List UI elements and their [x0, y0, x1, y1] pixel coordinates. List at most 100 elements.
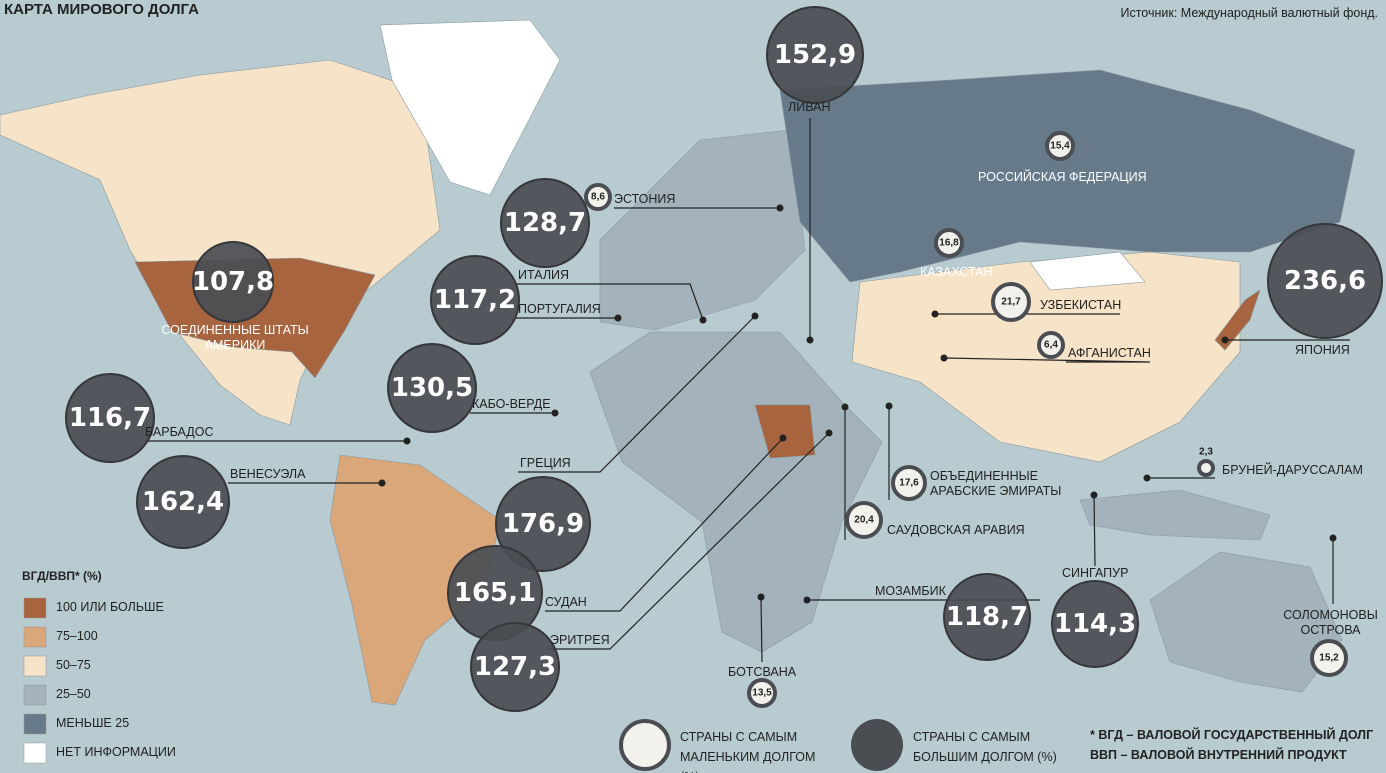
country-label: БОТСВАНА: [728, 665, 797, 679]
country-label: ГРЕЦИЯ: [520, 456, 571, 470]
country-label: ЯПОНИЯ: [1295, 343, 1350, 357]
leader-dot: [940, 354, 948, 362]
debt-circle: [430, 255, 520, 345]
debt-value: 17,6: [899, 478, 919, 489]
leader-line: [518, 315, 756, 473]
leader-dot: [885, 402, 893, 410]
debt-value: 127,3: [474, 652, 556, 682]
legend-title: ВГД/ВВП* (%): [22, 569, 102, 583]
north-america: [0, 59, 441, 426]
leader-dot: [1329, 534, 1337, 542]
leader-dot: [806, 336, 814, 344]
legend-high-circle: [851, 719, 903, 771]
legend-label: 100 ИЛИ БОЛЬШЕ: [56, 600, 164, 614]
debt-value: 116,7: [69, 403, 151, 433]
debt-value: 165,1: [454, 578, 536, 608]
debt-circle: [1267, 223, 1383, 339]
leader-dot: [1221, 336, 1229, 344]
debt-circle: [1197, 459, 1215, 477]
country-label: БРУНЕЙ-ДАРУССАЛАМ: [1222, 463, 1363, 477]
footnote: * ВГД – ВАЛОВОЙ ГОСУДАРСТВЕННЫЙ ДОЛГ: [1090, 728, 1374, 742]
legend-swatch: [23, 684, 47, 706]
debt-circle: [65, 373, 155, 463]
europe: [599, 129, 806, 331]
russia: [779, 69, 1356, 283]
country-label: ВЕНЕСУЭЛА: [230, 467, 306, 481]
debt-circle: [470, 622, 560, 712]
legend-low-circle: [619, 719, 671, 771]
country-label: ЭСТОНИЯ: [614, 192, 676, 206]
country-label: ЛИВАН: [788, 100, 831, 114]
debt-value: 114,3: [1054, 609, 1136, 639]
debt-value: 118,7: [946, 602, 1028, 632]
debt-value: 162,4: [142, 487, 224, 517]
mongolia: [1029, 251, 1146, 291]
leader-dot: [614, 314, 622, 322]
legend-high-label: СТРАНЫ С САМЫМ БОЛЬШИМ ДОЛГОМ (%): [913, 730, 1057, 764]
debt-value: 107,8: [192, 267, 274, 297]
country-label: СУДАН: [545, 595, 587, 609]
leader-dot: [378, 479, 386, 487]
legend-label: 50–75: [56, 658, 91, 672]
debt-circle: [1051, 580, 1139, 668]
country-label: АФГАНИСТАН: [1068, 346, 1151, 360]
debt-circle: [584, 183, 612, 211]
leader-line: [516, 283, 704, 321]
debt-value: 176,9: [502, 509, 584, 539]
country-label: ПОРТУГАЛИЯ: [518, 302, 601, 316]
leader-dot: [803, 596, 811, 604]
debt-value: 6,4: [1044, 340, 1058, 351]
debt-circle: [136, 455, 230, 549]
greenland: [379, 19, 561, 196]
debt-value: 15,4: [1050, 141, 1070, 152]
debt-value: 13,5: [752, 688, 772, 699]
leader-dot: [403, 437, 411, 445]
country-label: СОЛОМОНОВЫ ОСТРОВА: [1283, 608, 1378, 637]
leader-dot: [757, 593, 765, 601]
legend-label: МЕНЬШЕ 25: [56, 716, 130, 730]
leader-line: [1093, 494, 1096, 567]
debt-circle: [934, 228, 964, 258]
debt-value: 20,4: [854, 515, 874, 526]
leader-dot: [841, 403, 849, 411]
debt-circle: [1037, 331, 1065, 359]
country-label: РОССИЙСКАЯ ФЕДЕРАЦИЯ: [978, 170, 1147, 184]
debt-value: 130,5: [391, 373, 473, 403]
debt-circle: [1045, 131, 1075, 161]
title: КАРТА МИРОВОГО ДОЛГА: [4, 1, 199, 18]
legend-label: НЕТ ИНФОРМАЦИИ: [56, 745, 176, 759]
debt-value: 15,2: [1319, 653, 1339, 664]
debt-circle: [747, 678, 777, 708]
debt-circle: [991, 282, 1031, 322]
legend-label: 75–100: [56, 629, 98, 643]
south-america: [329, 454, 501, 706]
leader-dot: [1143, 474, 1151, 482]
leader-dot: [776, 204, 784, 212]
source: Источник: Международный валютный фонд.: [1120, 6, 1378, 20]
country-label: ОБЪЕДИНЕННЫЕ АРАБСКИЕ ЭМИРАТЫ: [930, 469, 1062, 498]
country-label: БАРБАДОС: [145, 425, 214, 439]
leader-dot: [1090, 491, 1098, 499]
legend-swatch: [23, 742, 47, 764]
debt-circle: [387, 343, 477, 433]
legend-swatch: [23, 713, 47, 735]
debt-circle: [891, 465, 927, 501]
debt-circle: [500, 178, 590, 268]
leader-dot: [825, 429, 833, 437]
leader-line: [943, 357, 1151, 363]
debt-value: 8,6: [591, 192, 605, 203]
country-label: КАЗАХСТАН: [920, 265, 993, 279]
debt-circle: [192, 241, 274, 323]
debt-circle: [943, 573, 1031, 661]
leader-dot: [699, 316, 707, 324]
leader-line: [545, 437, 784, 612]
legend-swatch: [23, 626, 47, 648]
leader-dot: [779, 434, 787, 442]
debt-value: 117,2: [434, 285, 516, 315]
indonesia: [1079, 489, 1271, 541]
leader-line: [760, 596, 763, 663]
debt-circle: [845, 501, 883, 539]
debt-value: 21,7: [1001, 297, 1021, 308]
country-label: СОЕДИНЕННЫЕ ШТАТЫ АМЕРИКИ: [161, 323, 309, 352]
